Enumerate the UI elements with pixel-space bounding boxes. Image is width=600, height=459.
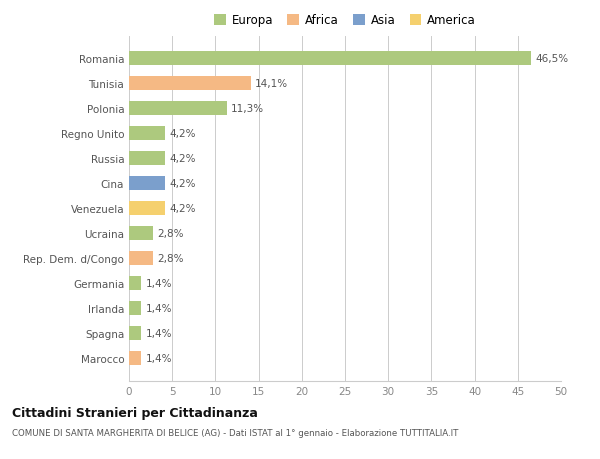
Bar [129,277,141,291]
Text: 2,8%: 2,8% [158,254,184,264]
Bar [129,177,165,191]
Text: 14,1%: 14,1% [255,79,288,89]
Legend: Europa, Africa, Asia, America: Europa, Africa, Asia, America [214,14,476,28]
Text: 1,4%: 1,4% [145,279,172,289]
Text: 4,2%: 4,2% [170,154,196,164]
Text: 11,3%: 11,3% [231,104,264,114]
Bar [129,202,165,216]
Bar [129,127,165,141]
Bar [129,102,227,116]
Text: 1,4%: 1,4% [145,329,172,339]
Text: 46,5%: 46,5% [535,54,568,64]
Text: Cittadini Stranieri per Cittadinanza: Cittadini Stranieri per Cittadinanza [12,406,258,419]
Text: 2,8%: 2,8% [158,229,184,239]
Text: 1,4%: 1,4% [145,353,172,364]
Text: 4,2%: 4,2% [170,204,196,214]
Text: 4,2%: 4,2% [170,129,196,139]
Bar [129,302,141,315]
Bar [129,152,165,166]
Bar [129,252,153,266]
Text: 1,4%: 1,4% [145,303,172,313]
Bar [129,77,251,91]
Bar [129,327,141,341]
Text: COMUNE DI SANTA MARGHERITA DI BELICE (AG) - Dati ISTAT al 1° gennaio - Elaborazi: COMUNE DI SANTA MARGHERITA DI BELICE (AG… [12,428,458,437]
Bar [129,52,531,66]
Text: 4,2%: 4,2% [170,179,196,189]
Bar [129,352,141,365]
Bar [129,227,153,241]
